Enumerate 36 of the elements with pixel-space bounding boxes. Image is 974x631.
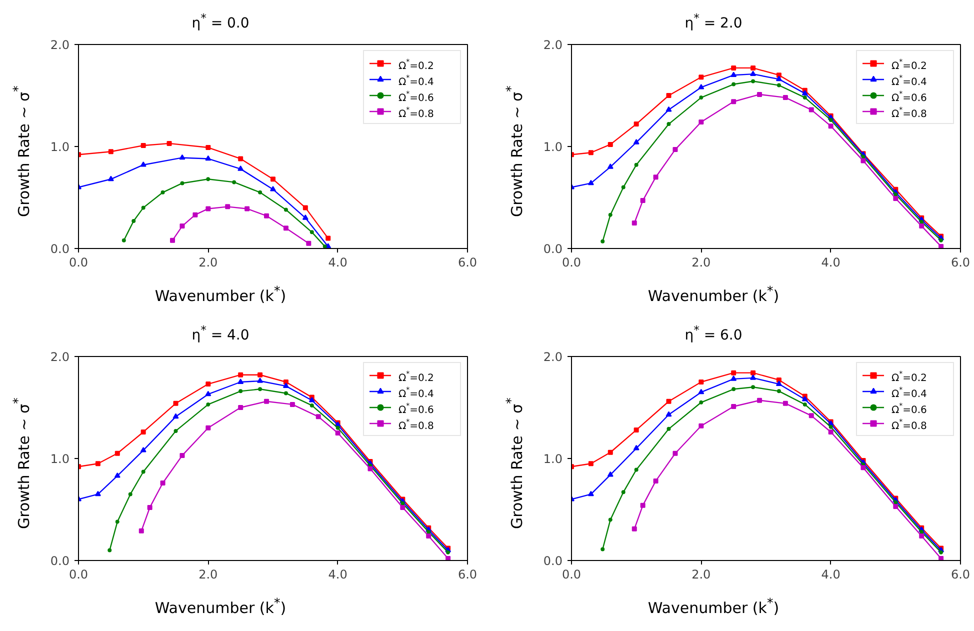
chart-title: η$^{*}$ = 0.0 <box>192 10 250 34</box>
x-tick-label: 0.0 <box>562 568 582 582</box>
y-tick-label: 2.0 <box>543 38 563 52</box>
y-tick-label: 1.0 <box>543 140 563 154</box>
y-tick-label: 0.0 <box>50 554 70 568</box>
x-tick-label: 6.0 <box>458 568 478 582</box>
x-tick-label: 0.0 <box>68 568 88 582</box>
chart-title: η$^{*}$ = 4.0 <box>192 322 250 346</box>
x-axis-title: Wavenumber (k$^{*}$) <box>648 594 780 619</box>
x-tick-label: 2.0 <box>692 256 711 270</box>
x-tick-label: 0.0 <box>68 256 88 270</box>
x-axis-title: Wavenumber (k$^{*}$) <box>154 594 286 619</box>
y-tick-label: 1.0 <box>50 140 70 154</box>
y-tick-label: 2.0 <box>50 350 70 364</box>
x-axis-title: Wavenumber (k$^{*}$) <box>154 282 286 307</box>
chart-title: η$^{*}$ = 6.0 <box>684 322 742 346</box>
y-tick-label: 0.0 <box>543 242 563 256</box>
x-axis-title: Wavenumber (k$^{*}$) <box>648 282 780 307</box>
x-tick-label: 2.0 <box>692 568 711 582</box>
y-tick-label: 0.0 <box>50 242 70 256</box>
y-tick-label: 0.0 <box>543 554 563 568</box>
x-tick-label: 6.0 <box>950 256 970 270</box>
x-tick-label: 2.0 <box>198 256 218 270</box>
x-tick-label: 4.0 <box>821 256 840 270</box>
x-tick-label: 2.0 <box>198 568 218 582</box>
y-tick-label: 1.0 <box>543 452 563 466</box>
y-tick-label: 2.0 <box>50 38 70 52</box>
x-tick-label: 4.0 <box>328 256 348 270</box>
x-tick-label: 4.0 <box>821 568 840 582</box>
x-tick-label: 0.0 <box>562 256 582 270</box>
y-tick-label: 1.0 <box>50 452 70 466</box>
x-tick-label: 6.0 <box>458 256 478 270</box>
x-tick-label: 4.0 <box>328 568 348 582</box>
y-tick-label: 2.0 <box>543 350 563 364</box>
x-tick-label: 6.0 <box>950 568 970 582</box>
chart-title: η$^{*}$ = 2.0 <box>684 10 742 34</box>
